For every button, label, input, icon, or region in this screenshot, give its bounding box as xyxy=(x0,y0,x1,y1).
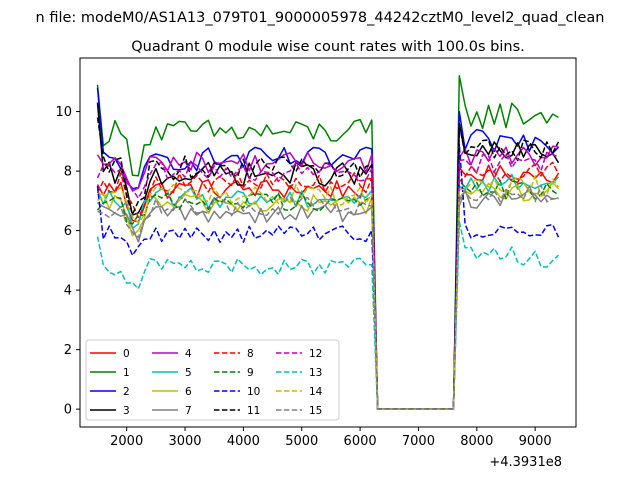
y-axis: 0 2 4 6 8 10 xyxy=(55,105,80,418)
legend-label: 11 xyxy=(247,405,260,417)
legend-label: 9 xyxy=(247,367,254,379)
chart-title: Quadrant 0 module wise count rates with … xyxy=(131,39,525,55)
legend-label: 14 xyxy=(309,386,323,398)
series-line-4 xyxy=(96,145,559,410)
series-line-2 xyxy=(96,87,560,410)
x-tick-label: 7000 xyxy=(402,434,435,449)
x-tick-label: 5000 xyxy=(285,434,318,449)
legend-label: 0 xyxy=(123,348,130,360)
legend-label: 15 xyxy=(309,405,322,417)
legend-label: 5 xyxy=(185,367,192,379)
series-line-1 xyxy=(96,75,559,410)
legend-label: 4 xyxy=(185,348,192,360)
x-tick-label: 2000 xyxy=(110,434,143,449)
legend-label: 7 xyxy=(185,405,192,417)
series-line-10 xyxy=(96,143,560,410)
x-axis: 2000 3000 4000 5000 6000 7000 8000 9000 xyxy=(110,427,552,449)
legend-label: 6 xyxy=(185,386,192,398)
legend-label: 8 xyxy=(247,348,254,360)
series-layer xyxy=(96,75,560,410)
legend-label: 10 xyxy=(247,386,260,398)
x-tick-label: 3000 xyxy=(168,434,201,449)
legend-label: 13 xyxy=(309,367,322,379)
series-line-14 xyxy=(97,175,560,410)
plot-frame xyxy=(79,57,577,428)
legend-label: 1 xyxy=(123,367,130,379)
figure-suptitle: n file: modeM0/AS1A13_079T01_9000005978_… xyxy=(36,10,605,26)
series-line-8 xyxy=(96,161,560,410)
x-tick-label: 6000 xyxy=(344,434,377,449)
legend-frame xyxy=(85,339,340,421)
legend-label: 3 xyxy=(123,405,130,417)
x-offset-label: +4.3931e8 xyxy=(489,455,562,470)
y-tick-label: 0 xyxy=(64,403,72,418)
x-tick-label: 4000 xyxy=(227,434,260,449)
y-tick-label: 10 xyxy=(55,105,72,120)
x-tick-label: 8000 xyxy=(460,434,493,449)
series-line-13 xyxy=(96,220,560,410)
y-tick-label: 8 xyxy=(64,165,72,180)
series-line-15 xyxy=(97,184,559,410)
series-line-12 xyxy=(96,151,559,410)
legend-label: 2 xyxy=(123,386,130,398)
y-tick-label: 6 xyxy=(64,224,72,239)
y-tick-label: 2 xyxy=(64,343,72,358)
x-tick-label: 9000 xyxy=(519,434,552,449)
legend-label: 12 xyxy=(309,348,322,360)
y-tick-label: 4 xyxy=(64,284,72,299)
